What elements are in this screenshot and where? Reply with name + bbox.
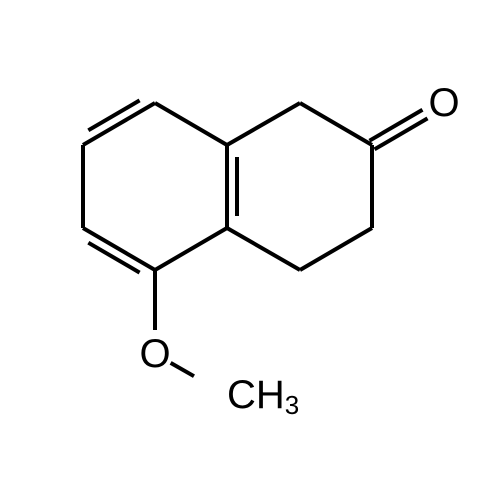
bond — [300, 228, 372, 270]
bond — [171, 363, 194, 376]
molecule-diagram: O O CH3 — [0, 0, 500, 500]
atom-label-ch3: CH3 — [227, 373, 299, 420]
atom-label-osub: O — [139, 332, 170, 376]
bond — [83, 103, 155, 145]
bond — [155, 103, 227, 145]
bond — [300, 103, 372, 145]
bond — [227, 228, 300, 270]
bond — [83, 228, 155, 270]
atom-label-oket: O — [428, 81, 459, 125]
bond — [155, 228, 227, 270]
bond — [227, 103, 300, 145]
